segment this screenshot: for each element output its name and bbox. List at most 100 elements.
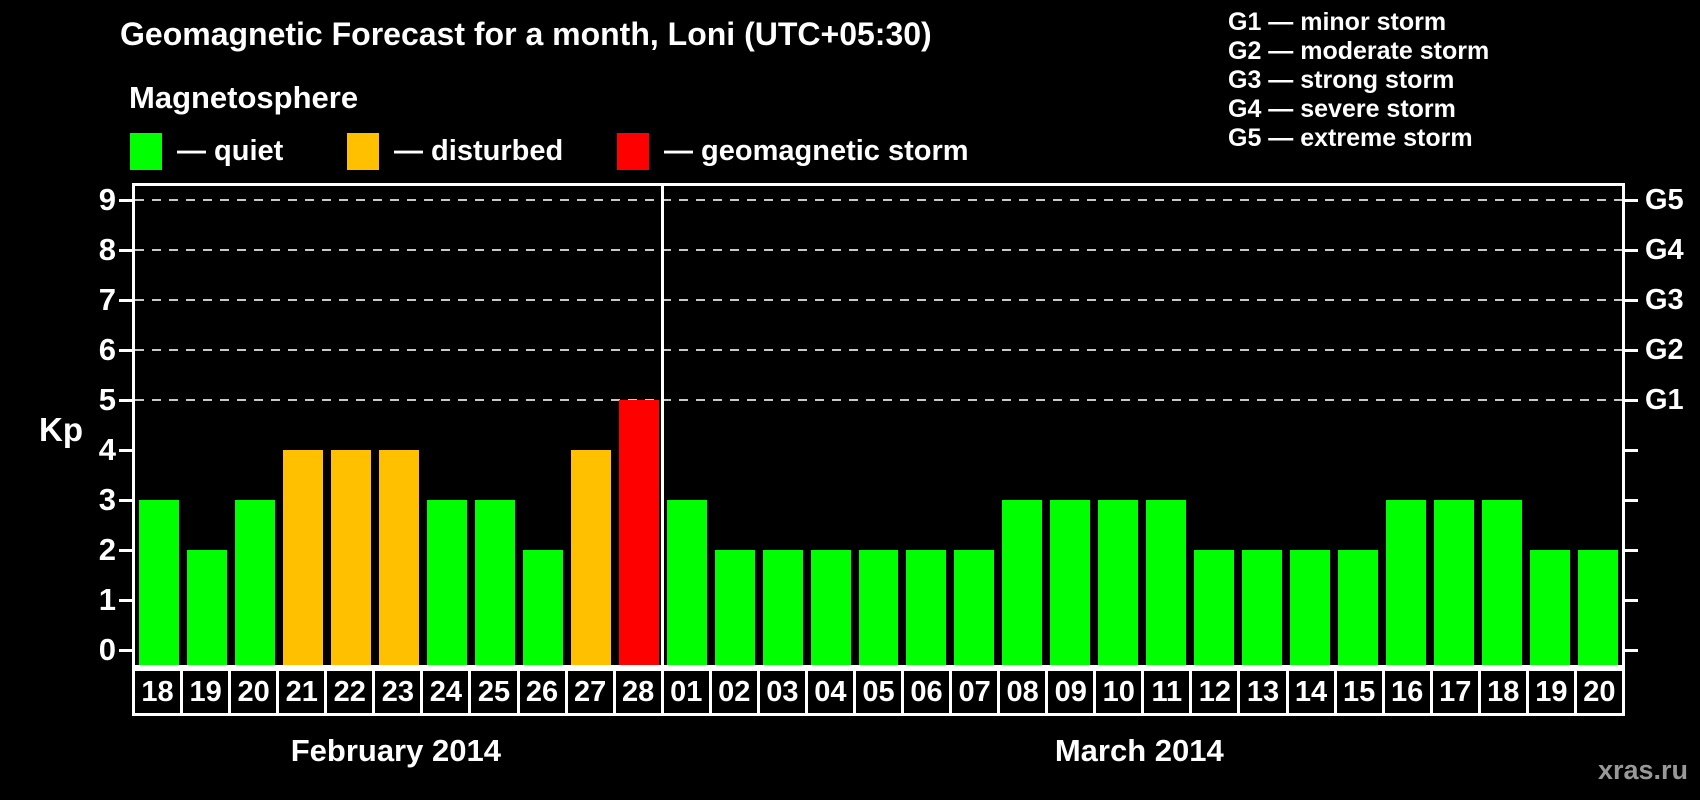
right-tick-6 [1625, 349, 1638, 352]
kp-bar-mar-01 [666, 500, 707, 665]
kp-bar-feb-22 [330, 450, 371, 665]
legend-item-disturbed: — disturbed [347, 132, 563, 170]
kp-bar-mar-11 [1146, 500, 1187, 665]
left-tick-3 [119, 499, 132, 502]
magnetosphere-subtitle: Magnetosphere [129, 80, 359, 115]
kp-bar-mar-10 [1098, 500, 1139, 665]
right-axis-label-g4: G4 [1645, 234, 1684, 266]
g2-legend-line: G2 — moderate storm [1228, 37, 1490, 65]
left-tick-6 [119, 349, 132, 352]
left-tick-2 [119, 549, 132, 552]
kp-bar-feb-27 [570, 450, 611, 665]
gridline-kp9 [135, 199, 1622, 201]
kp-bar-mar-05 [858, 550, 899, 665]
date-cell-mar-18: 18 [1477, 668, 1529, 716]
kp-bar-mar-19 [1530, 550, 1571, 665]
quiet-color-swatch [130, 132, 162, 170]
right-tick-0 [1625, 649, 1638, 652]
disturbed-color-swatch [347, 132, 379, 170]
g-scale-legend: G1 — minor storm G2 — moderate storm G3 … [1228, 8, 1489, 153]
gridline-kp5 [135, 399, 1622, 401]
date-cell-mar-09: 09 [1045, 668, 1097, 716]
y-tick-label-8: 8 [98, 232, 116, 267]
left-tick-4 [119, 449, 132, 452]
right-tick-3 [1625, 499, 1638, 502]
date-cell-mar-05: 05 [852, 668, 904, 716]
right-axis-label-g2: G2 [1645, 334, 1684, 366]
y-tick-label-0: 0 [98, 632, 116, 667]
kp-bar-mar-20 [1578, 550, 1618, 665]
storm-label: — geomagnetic storm [664, 134, 969, 167]
date-axis: 18 19 20 21 22 23 24 25 26 27 28 01 02 03 04 05 06 07 08 09… [132, 668, 1625, 716]
left-tick-7 [119, 299, 132, 302]
kp-bar-mar-15 [1338, 550, 1379, 665]
right-tick-4 [1625, 449, 1638, 452]
kp-bar-mar-13 [1242, 550, 1283, 665]
date-cell-feb-27: 27 [564, 668, 616, 716]
date-cell-mar-04: 04 [804, 668, 856, 716]
date-cell-mar-16: 16 [1381, 668, 1433, 716]
right-axis-label-g3: G3 [1645, 284, 1684, 316]
month-label-february: February 2014 [290, 733, 501, 768]
g4-legend-line: G4 — severe storm [1228, 95, 1456, 123]
left-tick-1 [119, 599, 132, 602]
kp-bar-mar-02 [714, 550, 755, 665]
legend-item-quiet: — quiet [130, 132, 283, 170]
kp-bar-feb-25 [474, 500, 515, 665]
kp-bar-feb-21 [282, 450, 323, 665]
date-cell-feb-18: 18 [132, 668, 184, 716]
date-cell-mar-08: 08 [997, 668, 1049, 716]
date-cell-mar-01: 01 [660, 668, 712, 716]
legend-item-storm: — geomagnetic storm [617, 132, 969, 170]
g1-legend-line: G1 — minor storm [1228, 8, 1447, 36]
kp-bar-mar-09 [1050, 500, 1091, 665]
kp-bar-feb-23 [378, 450, 419, 665]
left-tick-8 [119, 249, 132, 252]
kp-bar-mar-18 [1482, 500, 1523, 665]
y-axis-title: Kp [39, 411, 83, 448]
kp-bar-feb-24 [426, 500, 467, 665]
date-cell-feb-19: 19 [180, 668, 232, 716]
kp-bar-mar-04 [810, 550, 851, 665]
date-cell-mar-17: 17 [1429, 668, 1481, 716]
date-cell-mar-10: 10 [1093, 668, 1145, 716]
date-cell-feb-22: 22 [324, 668, 376, 716]
watermark: xras.ru [1597, 755, 1688, 785]
y-tick-label-9: 9 [98, 182, 116, 217]
right-tick-7 [1625, 299, 1638, 302]
date-cell-feb-25: 25 [468, 668, 520, 716]
kp-bar-mar-12 [1194, 550, 1235, 665]
g5-legend-line: G5 — extreme storm [1228, 124, 1473, 152]
date-cell-feb-28: 28 [612, 668, 664, 716]
date-cell-feb-20: 20 [228, 668, 280, 716]
kp-bar-mar-17 [1434, 500, 1475, 665]
left-tick-0 [119, 649, 132, 652]
right-tick-5 [1625, 399, 1638, 402]
date-cell-mar-14: 14 [1285, 668, 1337, 716]
date-cell-mar-12: 12 [1189, 668, 1241, 716]
date-cell-mar-15: 15 [1333, 668, 1385, 716]
kp-bar-mar-06 [906, 550, 947, 665]
g3-legend-line: G3 — strong storm [1228, 66, 1455, 94]
page-title: Geomagnetic Forecast for a month, Loni (… [120, 16, 932, 52]
date-cell-mar-19: 19 [1525, 668, 1577, 716]
date-cell-feb-23: 23 [372, 668, 424, 716]
date-cell-mar-03: 03 [756, 668, 808, 716]
right-tick-9 [1625, 199, 1638, 202]
left-tick-5 [119, 399, 132, 402]
date-cell-feb-26: 26 [516, 668, 568, 716]
kp-bar-mar-03 [762, 550, 803, 665]
y-tick-label-1: 1 [98, 582, 116, 617]
date-cell-feb-21: 21 [276, 668, 328, 716]
y-tick-label-4: 4 [98, 432, 116, 467]
right-tick-8 [1625, 249, 1638, 252]
disturbed-label: — disturbed [394, 134, 564, 167]
right-axis-label-g1: G1 [1645, 384, 1684, 416]
plot-area [132, 183, 1625, 668]
y-tick-label-7: 7 [98, 282, 116, 317]
quiet-label: — quiet [177, 134, 284, 167]
month-labels: February 2014 March 2014 [132, 730, 1625, 772]
y-tick-label-5: 5 [98, 382, 116, 417]
kp-bar-mar-07 [954, 550, 995, 665]
